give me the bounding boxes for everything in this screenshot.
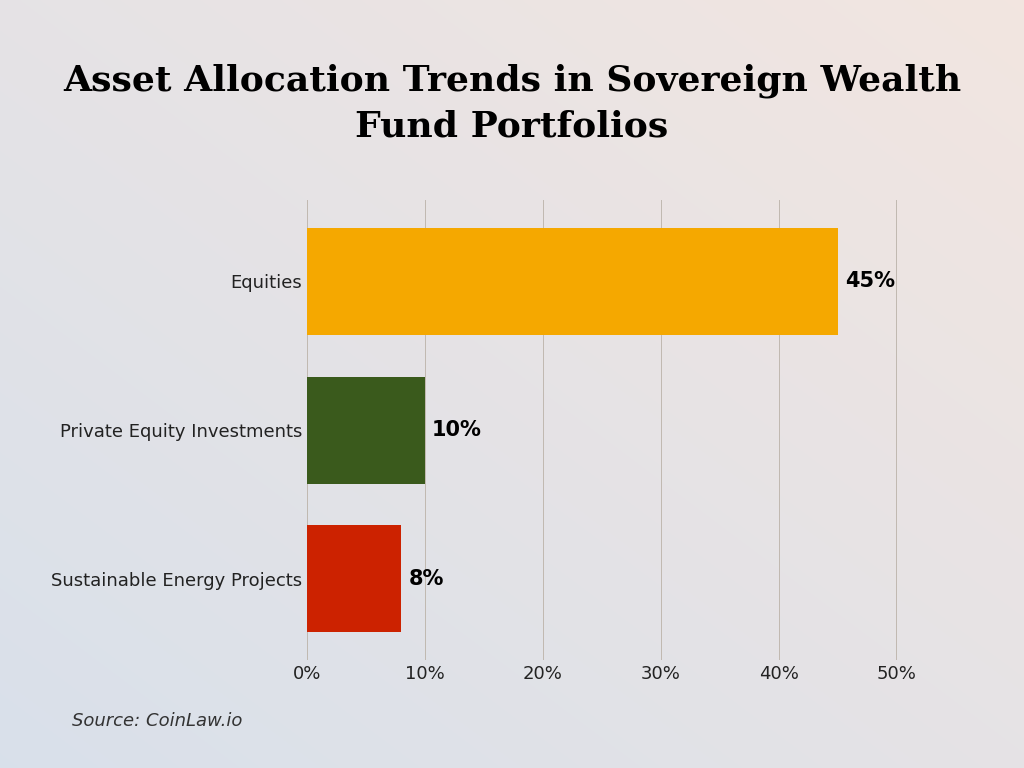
Text: 10%: 10% <box>432 420 482 440</box>
Text: 45%: 45% <box>845 271 895 291</box>
Text: Source: CoinLaw.io: Source: CoinLaw.io <box>72 712 242 730</box>
Bar <box>307 228 838 335</box>
Text: 8%: 8% <box>409 569 444 589</box>
Bar <box>307 376 425 484</box>
Text: Fund Portfolios: Fund Portfolios <box>355 110 669 144</box>
Bar <box>307 525 401 632</box>
Text: Asset Allocation Trends in Sovereign Wealth: Asset Allocation Trends in Sovereign Wea… <box>62 64 962 98</box>
